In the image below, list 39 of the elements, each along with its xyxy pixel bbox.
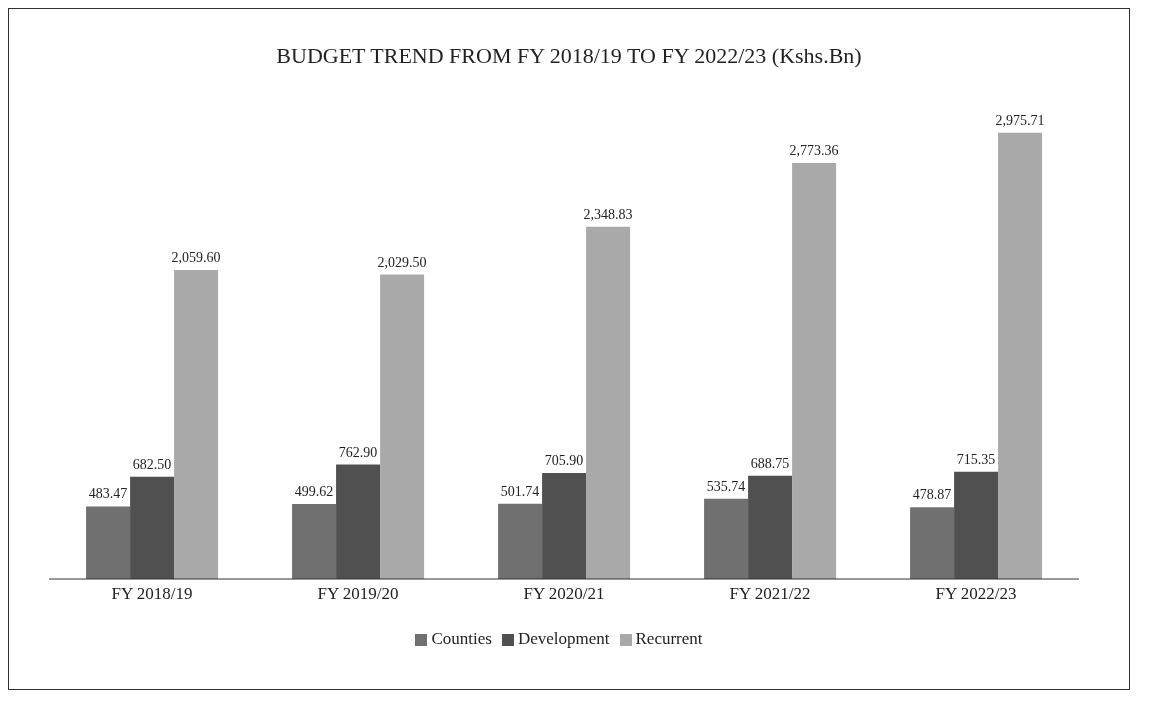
bar (292, 504, 337, 579)
bar (380, 274, 425, 579)
data-label: 499.62 (294, 484, 334, 500)
x-tick-label: FY 2018/19 (111, 584, 193, 604)
bar (498, 503, 543, 579)
bar (336, 464, 381, 579)
legend-label: Counties (431, 629, 492, 648)
data-label: 2,348.83 (583, 206, 633, 222)
x-tick-label: FY 2019/20 (317, 584, 399, 604)
bar (130, 476, 175, 579)
data-label: 762.90 (338, 444, 378, 460)
data-label: 705.90 (544, 453, 584, 469)
data-label: 501.74 (500, 483, 540, 499)
data-label: 2,059.60 (171, 250, 221, 266)
bar (174, 270, 219, 579)
bar (998, 132, 1043, 579)
bar (792, 163, 837, 579)
data-label: 2,029.50 (377, 254, 427, 270)
x-tick-label: FY 2020/21 (523, 584, 605, 604)
bar (86, 506, 131, 579)
bar (542, 473, 587, 579)
legend-label: Development (517, 629, 610, 648)
data-label: 2,975.71 (995, 112, 1045, 128)
bar (704, 498, 749, 579)
x-tick-label: FY 2022/23 (935, 584, 1017, 604)
bar (748, 475, 793, 579)
x-tick-label: FY 2021/22 (729, 584, 811, 604)
data-label: 715.35 (956, 451, 996, 467)
data-label: 688.75 (750, 455, 790, 471)
data-label: 483.47 (88, 486, 128, 502)
bar (910, 507, 955, 579)
legend-label: Recurrent (635, 629, 703, 648)
chart-title: BUDGET TREND FROM FY 2018/19 TO FY 2022/23 (Kshs.Bn) (275, 43, 863, 69)
data-label: 478.87 (912, 487, 952, 503)
data-label: 535.74 (706, 478, 746, 494)
bar (954, 471, 999, 579)
data-label: 682.50 (132, 456, 172, 472)
bar (586, 226, 631, 579)
data-label: 2,773.36 (789, 143, 839, 158)
